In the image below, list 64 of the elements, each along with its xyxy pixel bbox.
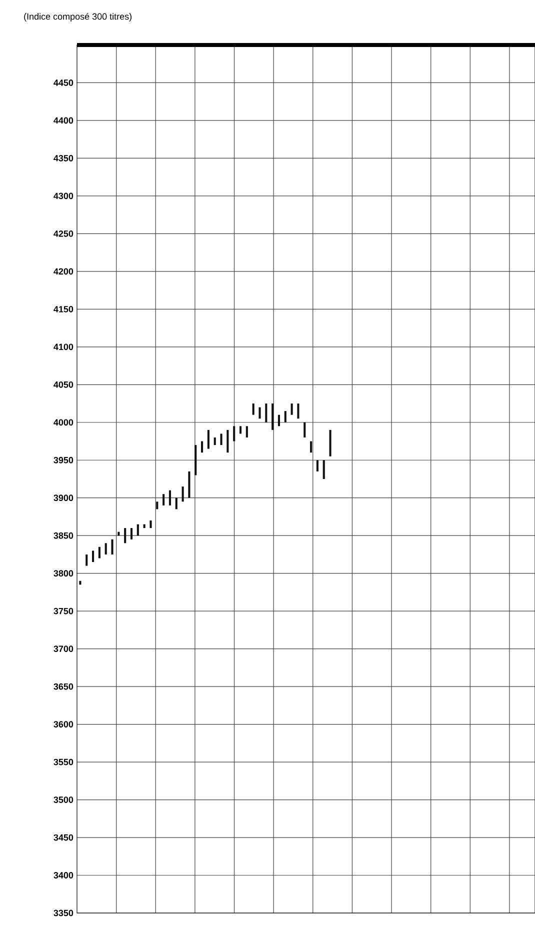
y-tick-label: 3750 — [54, 608, 74, 614]
bar — [233, 426, 236, 442]
y-tick-label: 3450 — [54, 834, 74, 841]
y-tick-label: 3800 — [54, 570, 74, 577]
bar — [175, 498, 178, 510]
bar — [265, 404, 268, 422]
bar — [136, 524, 139, 536]
bar — [258, 407, 261, 419]
bar — [329, 430, 332, 456]
y-tick-label: 3350 — [54, 910, 74, 916]
y-tick-label: 4150 — [54, 306, 74, 312]
y-tick-label: 4100 — [54, 344, 74, 350]
bar — [278, 414, 280, 426]
y-tick-label: 3550 — [54, 758, 74, 766]
bar — [130, 528, 133, 540]
bar — [182, 486, 184, 502]
bar — [304, 422, 306, 438]
bar — [143, 524, 146, 528]
bar — [310, 441, 312, 453]
bar — [284, 411, 286, 422]
chart-title: (Indice composé 300 titres) — [24, 12, 132, 22]
bar — [316, 460, 318, 472]
y-tick-label: 3950 — [54, 456, 74, 464]
bar — [79, 580, 82, 585]
bar — [214, 437, 216, 446]
bar — [92, 550, 94, 562]
y-tick-label: 3500 — [54, 796, 74, 803]
y-tick-label: 4450 — [54, 80, 74, 86]
bar — [246, 426, 248, 438]
bar — [188, 471, 190, 498]
y-tick-label: 3650 — [54, 683, 74, 690]
bar — [86, 554, 88, 566]
bar — [226, 430, 229, 453]
bar — [104, 543, 107, 554]
bar — [111, 539, 114, 554]
y-tick-label: 4350 — [54, 155, 74, 162]
bar — [322, 460, 325, 479]
bar — [252, 404, 254, 415]
bar — [290, 404, 293, 415]
bar — [207, 430, 210, 449]
y-tick-label: 4250 — [54, 230, 74, 237]
bar — [98, 546, 100, 558]
y-tick-label: 3850 — [54, 532, 74, 539]
y-tick-label: 4200 — [54, 268, 74, 275]
y-tick-label: 4000 — [54, 419, 74, 426]
y-tick-label: 3400 — [54, 872, 74, 878]
y-tick-label: 3700 — [54, 646, 74, 652]
bar — [297, 404, 300, 419]
bar — [239, 426, 242, 434]
bar — [194, 445, 197, 476]
bar — [162, 494, 165, 506]
bar — [201, 441, 204, 453]
y-tick-label: 4400 — [54, 117, 74, 124]
y-tick-label: 3900 — [54, 494, 74, 502]
bar — [124, 528, 126, 544]
bar — [272, 404, 274, 430]
bar — [150, 520, 152, 528]
bar — [156, 502, 158, 510]
bar — [168, 490, 172, 506]
y-tick-label: 4300 — [54, 192, 74, 200]
y-tick-label: 3600 — [54, 721, 74, 728]
bar — [118, 532, 120, 536]
y-tick-label: 4050 — [54, 381, 74, 388]
bar — [220, 434, 222, 446]
